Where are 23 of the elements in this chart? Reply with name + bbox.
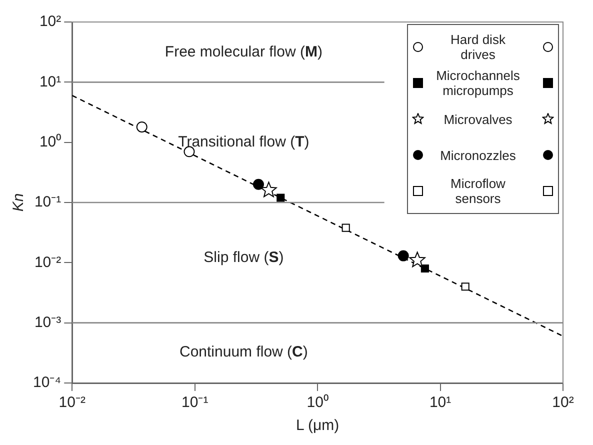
y-axis-title: Kn [10, 193, 28, 212]
y-tick-label: 10⁻³ [34, 314, 62, 331]
y-tick-label: 10⁻⁴ [32, 374, 62, 392]
legend-label: Microvalves [442, 112, 514, 126]
x-axis-title: L (μm) [296, 417, 340, 434]
legend-label: Hard disk drives [450, 32, 506, 62]
annotation: Transitional flow (T) [178, 133, 310, 150]
annotation: Slip flow (S) [204, 249, 284, 266]
x-tick-label: 10² [552, 394, 574, 412]
y-tick-label: 10⁰ [39, 133, 62, 150]
y-tick-label: 10⁻¹ [34, 194, 62, 211]
y-tick-label: 10¹ [39, 73, 62, 90]
y-tick-label: 10⁻² [34, 254, 62, 271]
legend-label: Microchannels micropumps [435, 68, 521, 98]
annotation: Continuum flow (C) [179, 344, 308, 361]
x-tick-label: 10⁰ [306, 394, 328, 412]
x-tick-label: 10⁻² [58, 394, 86, 412]
x-tick-label: 10⁻¹ [182, 394, 208, 412]
annotation: Free molecular flow (M) [164, 44, 322, 61]
legend-label: Microflow sensors [450, 176, 506, 206]
y-tick-label: 10² [39, 13, 62, 30]
legend-label: Micronozzles [439, 148, 517, 162]
x-tick-label: 10¹ [429, 394, 452, 412]
